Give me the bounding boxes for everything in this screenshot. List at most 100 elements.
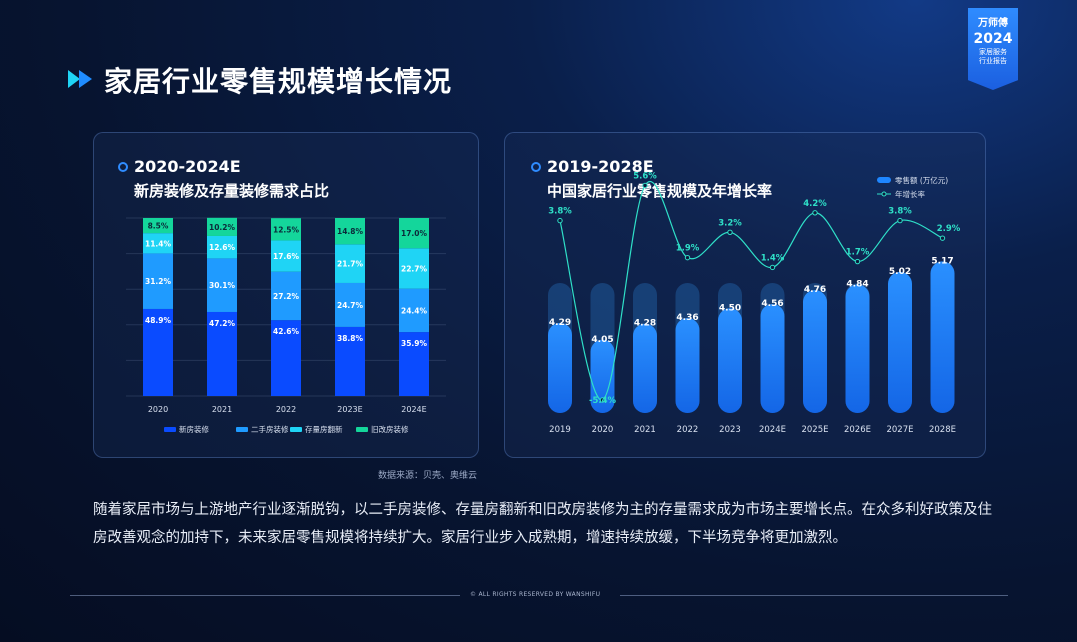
stacked-chart-panel: 2020-2024E 新房装修及存量装修需求占比 48.9% 31.2% 11.4%… xyxy=(93,132,479,458)
bar-value-label: 4.36 xyxy=(676,313,698,323)
body-paragraph: 随着家居市场与上游地产行业逐渐脱钩，以二手房装修、存量房翻新和旧改房装修为主的存… xyxy=(93,502,992,546)
growth-rate-point xyxy=(854,258,861,265)
stacked-bar-segment xyxy=(399,248,429,289)
legend-swatch-point xyxy=(881,191,887,197)
bar-value-label: 4.76 xyxy=(804,285,826,295)
x-tick-label: 2026E xyxy=(844,425,871,435)
data-source: 数据来源：贝壳、奥维云 xyxy=(378,471,478,481)
legend-label-bar: 零售额 (万亿元) xyxy=(895,175,948,185)
legend-swatch-bar xyxy=(877,177,891,183)
bar-value-label: 4.84 xyxy=(846,280,868,290)
data-label: 8.5% xyxy=(148,222,169,231)
data-label: 42.6% xyxy=(273,327,300,336)
badge-brand: 万师傅 xyxy=(978,18,1008,29)
x-tick-label: 2019 xyxy=(549,425,571,435)
x-tick-label: 2027E xyxy=(886,425,913,435)
data-label: 27.2% xyxy=(273,292,300,301)
growth-rate-label: 4.2% xyxy=(803,199,827,209)
retail-bar xyxy=(548,323,572,413)
retail-bar xyxy=(930,261,955,413)
page-title: 家居行业零售规模增长情况 xyxy=(104,65,453,98)
data-label: 21.7% xyxy=(337,260,364,269)
data-label: 24.7% xyxy=(337,301,364,310)
growth-rate-label: 1.7% xyxy=(846,248,870,258)
badge-year: 2024 xyxy=(973,31,1013,47)
data-label: 38.8% xyxy=(337,334,364,343)
growth-rate-line xyxy=(559,181,943,401)
growth-rate-label: 1.4% xyxy=(761,253,785,263)
retail-bar xyxy=(718,308,742,413)
stacked-bar-segment xyxy=(271,320,301,396)
data-label: 17.6% xyxy=(273,252,300,261)
data-label: 17.0% xyxy=(401,229,428,238)
stacked-bar-segment xyxy=(399,288,429,333)
legend-swatch xyxy=(356,427,368,432)
bar-value-label: 5.02 xyxy=(889,267,911,277)
stacked-bar-chart: 48.9% 31.2% 11.4% 8.5% 2020 47.2% 30.1% 12.6% 10… xyxy=(126,217,446,434)
data-label: 24.4% xyxy=(401,306,428,315)
bar-value-label: 4.29 xyxy=(549,318,571,328)
stacked-bar-segment xyxy=(207,258,237,312)
retail-bar xyxy=(760,304,785,413)
stacked-bar-segment xyxy=(335,326,365,396)
x-tick-label: 2028E xyxy=(929,425,956,435)
growth-rate-label: 3.8% xyxy=(888,207,912,217)
footer-divider-right xyxy=(620,595,1008,596)
data-label: 47.2% xyxy=(209,319,236,328)
stacked-bar-segment xyxy=(335,244,365,283)
x-tick-label: 2025E xyxy=(801,425,828,435)
stacked-chart-range: 2020-2024E xyxy=(118,157,241,176)
data-label: 12.6% xyxy=(209,243,236,252)
bar-value-label: 4.28 xyxy=(634,319,656,329)
stacked-bar-segment xyxy=(207,217,237,236)
growth-rate-point xyxy=(812,210,818,216)
retail-combo-chart: 4.29 2019 4.05 2020 4.28 2021 4.36 2022 4.50 2023… xyxy=(548,172,961,435)
retail-bar xyxy=(633,323,657,413)
x-tick-label: 2022 xyxy=(276,405,296,414)
bar-value-label: 4.50 xyxy=(719,303,741,313)
bar-value-label: 4.56 xyxy=(761,299,783,309)
retail-chart-title: 中国家居行业零售规模及年增长率 xyxy=(547,182,773,200)
legend-swatch xyxy=(290,427,302,432)
data-label: 12.5% xyxy=(273,225,300,234)
growth-rate-point xyxy=(684,254,691,261)
stacked-bar-segment xyxy=(271,240,301,272)
data-label: 30.1% xyxy=(209,281,236,290)
x-tick-label: 2022 xyxy=(677,425,699,435)
stacked-bar-segment xyxy=(335,282,365,327)
legend-label: 新房装修 xyxy=(179,424,209,434)
x-tick-label: 2023E xyxy=(337,405,362,414)
x-tick-label: 2024E xyxy=(401,405,426,414)
growth-rate-point xyxy=(727,229,733,236)
badge-line-1: 家居服务 xyxy=(979,48,1007,56)
report-badge: 万师傅 2024 家居服务 行业报告 xyxy=(968,8,1018,90)
legend-label: 存量房翻新 xyxy=(305,424,343,434)
stacked-bar-segment xyxy=(335,218,365,245)
growth-rate-label: 3.8% xyxy=(548,207,572,217)
data-label: 22.7% xyxy=(401,264,428,273)
x-tick-label: 2020 xyxy=(148,405,168,414)
bar-value-label: 5.17 xyxy=(931,256,953,266)
stacked-bar-segment xyxy=(143,253,173,309)
growth-rate-point xyxy=(939,235,946,241)
stacked-bar-segment xyxy=(271,218,301,241)
retail-chart-panel: 2019-2028E 中国家居行业零售规模及年增长率 4.29 2019 4.05 2… xyxy=(504,132,986,458)
legend-swatch xyxy=(236,427,248,432)
growth-rate-point xyxy=(599,397,606,403)
legend-label-line: 年增长率 xyxy=(895,189,925,199)
x-tick-label: 2020 xyxy=(592,425,614,435)
retail-bar xyxy=(845,284,870,413)
x-tick-label: 2021 xyxy=(634,425,656,435)
data-label: 35.9% xyxy=(401,339,428,348)
stacked-bar-segment xyxy=(143,218,173,234)
stacked-bar-segment xyxy=(399,332,429,396)
footer-divider-left xyxy=(70,595,460,596)
footer-copyright: © ALL RIGHTS RESERVED BY WANSHIFU xyxy=(470,591,601,598)
growth-rate-label: 5.6% xyxy=(633,172,657,182)
x-tick-label: 2024E xyxy=(759,425,786,435)
stacked-bar-segment xyxy=(271,271,301,321)
growth-rate-point xyxy=(557,217,563,224)
x-tick-label: 2021 xyxy=(212,405,232,414)
data-label: 10.2% xyxy=(209,223,236,232)
title-play-icon xyxy=(68,70,92,88)
